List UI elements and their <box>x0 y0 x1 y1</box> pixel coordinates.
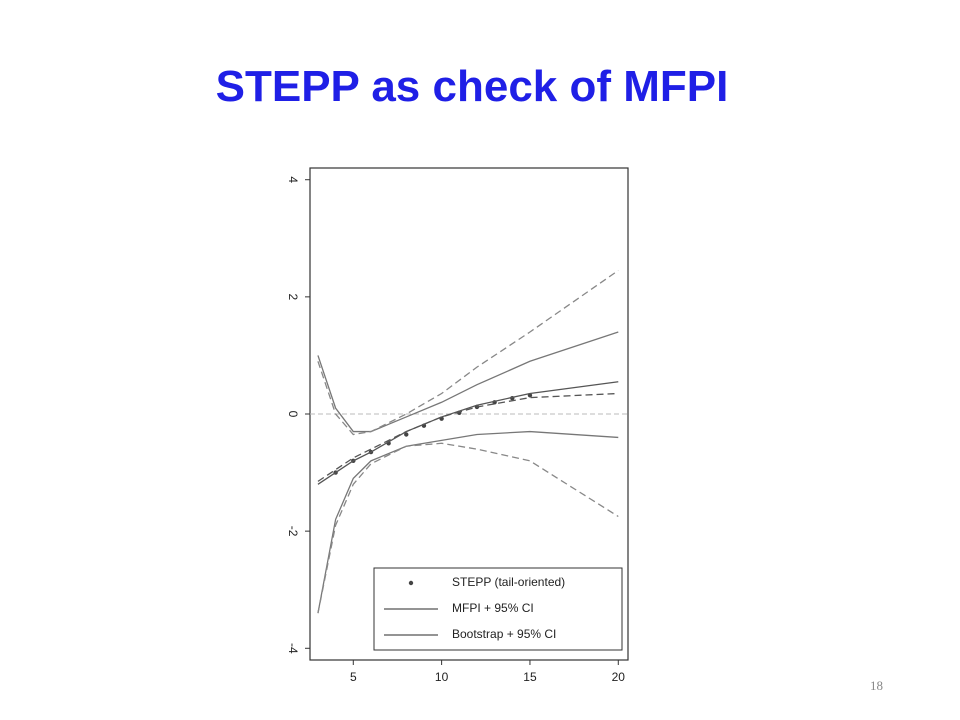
x-tick-label: 15 <box>523 670 537 684</box>
y-tick-label: 4 <box>286 176 300 183</box>
legend-label: MFPI + 95% CI <box>452 601 534 615</box>
y-tick-label: 0 <box>286 411 300 418</box>
series-line <box>317 269 619 436</box>
series-line <box>317 331 619 433</box>
x-tick-label: 5 <box>350 670 357 684</box>
legend-label: STEPP (tail-oriented) <box>452 575 565 589</box>
y-tick-label: 2 <box>286 294 300 301</box>
legend-marker <box>408 580 414 586</box>
slide-title: STEPP as check of MFPI <box>215 62 729 111</box>
x-tick-label: 10 <box>435 670 449 684</box>
series-line <box>317 442 619 614</box>
stepp-point <box>404 432 409 437</box>
slide-number: 18 <box>870 678 883 693</box>
x-tick-label: 20 <box>612 670 626 684</box>
legend-label: Bootstrap + 95% CI <box>452 627 556 641</box>
series-line <box>317 392 619 482</box>
y-tick-label: -4 <box>286 643 300 654</box>
y-tick-label: -2 <box>286 526 300 537</box>
